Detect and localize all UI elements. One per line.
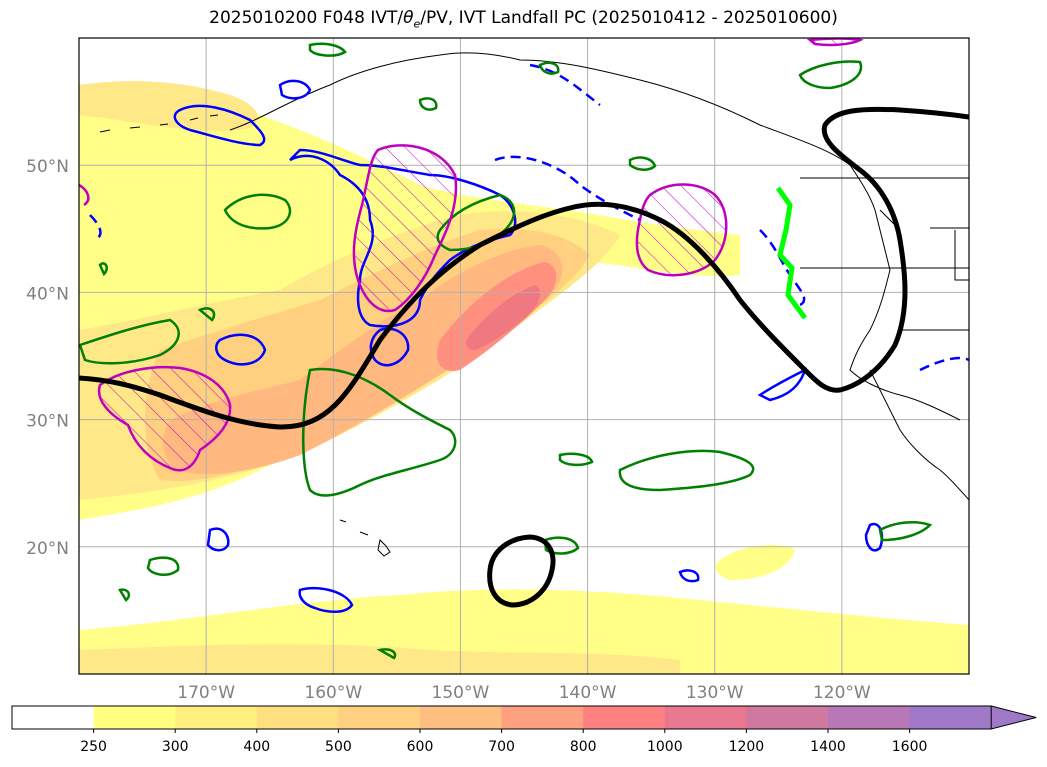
baja-coast <box>869 369 969 501</box>
coastlines <box>99 52 969 557</box>
pv-contour <box>278 79 312 100</box>
pv-contour <box>298 586 354 613</box>
theta-e-contour <box>308 42 657 171</box>
latitude-label: 30°N <box>26 412 69 432</box>
hatched-region <box>352 144 458 313</box>
longitude-label: 120°W <box>813 683 871 703</box>
colorbar-swatch <box>338 706 421 729</box>
longitude-label: 140°W <box>559 683 617 703</box>
latitude-label: 20°N <box>26 539 69 559</box>
landfall-pc-contour <box>79 106 969 608</box>
longitude-label: 130°W <box>686 683 744 703</box>
state-borders <box>800 177 969 331</box>
longitude-labels: 170°W 160°W 150°W 140°W 130°W 120°W <box>177 683 871 703</box>
colorbar-label: 700 <box>488 739 515 755</box>
theta-e-contour <box>98 262 594 660</box>
pv-contour <box>369 327 410 367</box>
longitude-label: 160°W <box>304 683 362 703</box>
longitude-label: 150°W <box>432 683 490 703</box>
theta-e-contours <box>79 42 933 660</box>
us-west-coast <box>849 269 961 421</box>
longitude-label: 170°W <box>177 683 235 703</box>
alaska-coast <box>229 52 851 166</box>
aleutian-islands <box>99 114 219 133</box>
gridlines <box>79 38 969 674</box>
pv-contour <box>173 104 266 147</box>
title-suffix: /PV, IVT Landfall PC (2025010412 - 20250… <box>420 8 838 28</box>
colorbar-extend-arrow <box>990 705 1037 730</box>
colorbar-label: 500 <box>325 739 352 755</box>
colorbar-swatch <box>93 706 176 729</box>
hatched-region <box>806 38 864 47</box>
colorbar-label: 250 <box>80 739 107 755</box>
theta-e-contour <box>798 60 863 90</box>
map-frame <box>78 37 970 675</box>
landfall-pc-closed-loop <box>487 534 556 608</box>
colorbar-swatch <box>175 706 258 729</box>
ivt-northwest-blob <box>79 81 259 132</box>
pv-contour <box>206 527 230 552</box>
colorbar-label: 1600 <box>892 739 928 755</box>
latitude-label: 50°N <box>26 157 69 177</box>
landfall-pc-line <box>79 106 969 430</box>
theta-e-contour <box>223 193 292 230</box>
colorbar-swatch <box>12 706 95 729</box>
hatched-contours <box>79 38 864 472</box>
colorbar-label: 1200 <box>729 739 765 755</box>
theta-e-contour <box>79 318 180 365</box>
colorbar-label: 1400 <box>810 739 846 755</box>
colorbar-label: 600 <box>407 739 434 755</box>
theta-e-contour <box>302 367 457 497</box>
title-prefix: 2025010200 F048 IVT/ <box>209 8 404 28</box>
colorbar-swatch <box>583 706 666 729</box>
colorbar-swatch <box>420 706 503 729</box>
colorbar-swatch <box>909 706 992 729</box>
colorbar-swatch <box>746 706 829 729</box>
colorbar-label: 800 <box>570 739 597 755</box>
colorbar-label: 400 <box>243 739 270 755</box>
colorbar-swatch <box>501 706 584 729</box>
theta-e-contour <box>146 556 180 576</box>
colorbar-label: 300 <box>162 739 189 755</box>
pv-contour <box>678 569 700 583</box>
colorbar-swatch <box>256 706 339 729</box>
hawaii-islands <box>339 519 391 557</box>
title-theta: θ <box>403 8 414 28</box>
map-title: 2025010200 F048 IVT/θe/PV, IVT Landfall … <box>0 8 1047 30</box>
pv-contour <box>215 333 267 366</box>
colorbar: 250 300 400 500 600 700 800 1000 1200 1400 1600 <box>11 705 1037 755</box>
title-theta-subscript: e <box>413 17 421 31</box>
colorbar-swatch <box>664 706 747 729</box>
ivt-subtropical-blob <box>715 544 795 580</box>
hatched-region <box>97 365 232 472</box>
colorbar-label: 1000 <box>647 739 683 755</box>
hatched-edge <box>79 183 90 207</box>
ivt-band-700 <box>466 285 541 350</box>
theta-e-contour <box>618 449 755 492</box>
ivt-south-band-inner <box>79 644 680 674</box>
latitude-label: 40°N <box>26 284 69 304</box>
landfall-segment <box>775 186 808 320</box>
pv-contour <box>864 522 884 552</box>
latitude-labels: 50°N 40°N 30°N 20°N <box>26 157 69 559</box>
ivt-band-500 <box>163 245 563 475</box>
colorbar-swatch <box>828 706 911 729</box>
theta-e-contour <box>878 521 933 542</box>
